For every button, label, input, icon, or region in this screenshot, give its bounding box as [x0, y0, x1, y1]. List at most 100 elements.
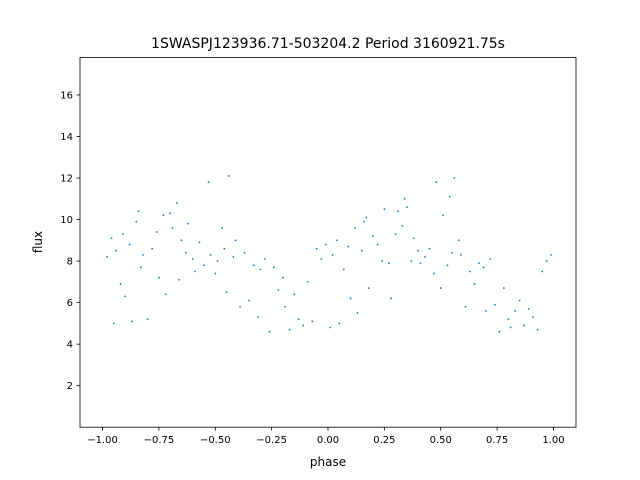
data-point: [498, 330, 501, 333]
data-point: [162, 214, 165, 217]
data-points: [106, 175, 553, 333]
data-point: [433, 272, 435, 275]
data-point: [514, 310, 517, 312]
x-tick-label: 0.50: [430, 435, 452, 446]
data-point: [342, 268, 345, 271]
data-point: [527, 307, 530, 310]
data-point: [354, 226, 356, 229]
data-point: [387, 262, 390, 265]
data-point: [336, 239, 338, 242]
x-axis-label: phase: [310, 455, 346, 469]
data-point: [221, 226, 223, 229]
data-point: [473, 283, 476, 285]
data-point: [178, 278, 181, 281]
data-point: [185, 251, 187, 254]
data-point: [396, 210, 399, 213]
data-point: [248, 299, 250, 302]
y-tick-label: 14: [60, 132, 73, 143]
data-point: [234, 239, 237, 242]
data-point: [223, 247, 226, 250]
data-point: [124, 295, 126, 298]
data-point: [372, 235, 374, 238]
data-point: [435, 181, 438, 184]
data-point: [142, 253, 145, 256]
y-tick-label: 8: [67, 257, 73, 268]
data-point: [191, 258, 194, 260]
data-point: [550, 253, 553, 256]
data-point: [259, 268, 262, 271]
data-point: [176, 202, 178, 204]
data-point: [198, 241, 201, 244]
data-point: [263, 258, 266, 260]
data-point: [509, 326, 512, 329]
data-point: [227, 175, 230, 177]
data-point: [137, 210, 140, 213]
data-point: [460, 253, 462, 256]
data-point: [209, 253, 212, 256]
data-point: [320, 258, 323, 260]
x-tick-label: −0.25: [256, 435, 287, 446]
x-tick-label: 0.75: [486, 435, 508, 446]
data-point: [478, 262, 480, 265]
data-point: [493, 303, 496, 306]
data-point: [338, 322, 341, 325]
data-point: [257, 316, 260, 319]
data-point: [146, 318, 149, 321]
data-point: [194, 270, 196, 273]
data-point: [360, 249, 363, 252]
data-point: [139, 266, 142, 269]
data-point: [284, 305, 287, 308]
data-point: [324, 243, 327, 246]
data-point: [225, 291, 228, 294]
data-point: [155, 231, 158, 233]
data-point: [446, 264, 449, 267]
data-point: [541, 270, 544, 273]
data-point: [112, 322, 115, 325]
data-point: [469, 270, 471, 273]
data-point: [306, 280, 309, 283]
data-point: [401, 224, 404, 227]
data-point: [164, 293, 167, 296]
data-point: [507, 318, 510, 321]
data-point: [128, 243, 131, 246]
data-point: [110, 237, 113, 240]
data-point: [489, 258, 492, 260]
data-point: [518, 299, 521, 302]
data-point: [403, 197, 406, 200]
data-point: [203, 264, 205, 267]
y-tick-label: 6: [67, 298, 73, 309]
y-axis-ticks: 2 4 6 8 10 12 14 16: [60, 90, 80, 392]
data-point: [383, 208, 386, 211]
x-tick-label: 0.00: [317, 435, 339, 446]
y-tick-label: 2: [67, 381, 73, 392]
data-point: [381, 260, 384, 262]
data-point: [115, 249, 117, 252]
data-point: [482, 266, 485, 269]
data-point: [390, 297, 393, 300]
data-point: [410, 260, 413, 262]
data-point: [457, 239, 460, 242]
data-point: [121, 233, 124, 235]
data-point: [412, 237, 415, 240]
y-axis-label: flux: [31, 231, 45, 253]
data-point: [464, 305, 467, 308]
x-tick-label: −1.00: [87, 435, 118, 446]
data-point: [169, 212, 172, 215]
data-point: [536, 328, 539, 331]
data-point: [365, 216, 368, 219]
data-point: [272, 266, 275, 269]
data-point: [502, 287, 505, 289]
data-point: [484, 310, 487, 312]
data-point: [311, 320, 314, 323]
data-point: [331, 253, 334, 256]
x-tick-label: 1.00: [542, 435, 564, 446]
x-axis-ticks: −1.00 −0.75 −0.50 −0.25 0.00 0.25 0.50 0.75 1.00: [87, 427, 565, 446]
y-tick-label: 12: [60, 174, 73, 185]
data-point: [442, 214, 444, 217]
chart-title: 1SWASPJ123936.71-503204.2 Period 3160921…: [151, 36, 505, 52]
data-point: [545, 260, 548, 262]
data-point: [349, 297, 352, 300]
data-point: [130, 320, 133, 323]
data-point: [277, 289, 280, 292]
